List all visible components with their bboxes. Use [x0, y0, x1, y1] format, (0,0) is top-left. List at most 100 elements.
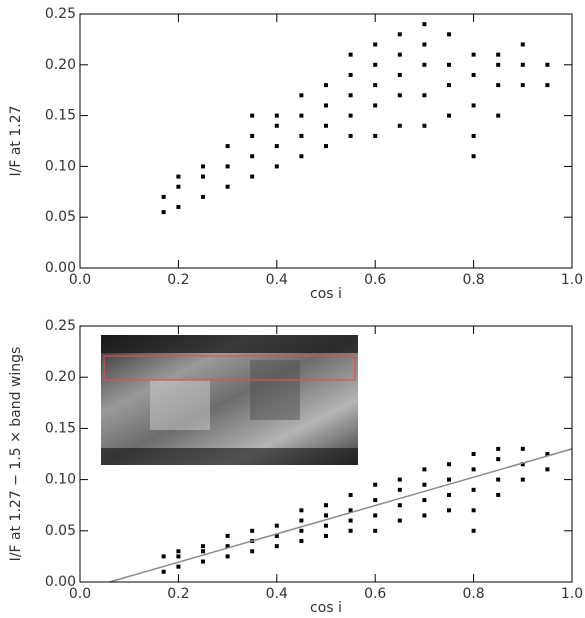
point	[176, 549, 180, 553]
x-tick-label: 0.8	[462, 272, 484, 288]
point	[176, 565, 180, 569]
point	[349, 134, 353, 138]
point	[349, 493, 353, 497]
point	[472, 103, 476, 107]
point	[521, 478, 525, 482]
plot-frame	[80, 14, 572, 268]
point	[176, 185, 180, 189]
y-tick-label: 0.00	[45, 260, 76, 276]
point	[349, 53, 353, 57]
point	[472, 154, 476, 158]
x-axis-label: cos i	[310, 600, 342, 616]
point	[398, 503, 402, 507]
point	[250, 154, 254, 158]
point	[447, 63, 451, 67]
point	[496, 478, 500, 482]
point	[422, 124, 426, 128]
point	[250, 114, 254, 118]
point	[422, 22, 426, 26]
point	[472, 488, 476, 492]
point	[299, 114, 303, 118]
point	[299, 134, 303, 138]
point	[201, 164, 205, 168]
point	[398, 93, 402, 97]
point	[496, 83, 500, 87]
point	[521, 83, 525, 87]
point	[398, 124, 402, 128]
point	[545, 83, 549, 87]
point	[162, 554, 166, 558]
fit-line	[110, 449, 572, 582]
point	[398, 53, 402, 57]
point	[496, 114, 500, 118]
point	[176, 554, 180, 558]
point	[472, 467, 476, 471]
figure: 0.00.20.40.60.81.00.000.050.100.150.200.…	[0, 0, 585, 618]
point	[349, 519, 353, 523]
point	[324, 503, 328, 507]
point	[545, 467, 549, 471]
point	[201, 175, 205, 179]
point	[275, 124, 279, 128]
point	[373, 83, 377, 87]
point	[447, 478, 451, 482]
x-tick-label: 1.0	[561, 272, 583, 288]
point	[472, 529, 476, 533]
point	[299, 93, 303, 97]
point	[447, 508, 451, 512]
y-tick-label: 0.10	[45, 158, 76, 174]
point	[162, 210, 166, 214]
point	[349, 529, 353, 533]
point	[472, 508, 476, 512]
point	[422, 498, 426, 502]
point	[162, 195, 166, 199]
point	[201, 544, 205, 548]
point	[521, 447, 525, 451]
inset-map	[101, 335, 358, 465]
point	[373, 63, 377, 67]
point	[398, 32, 402, 36]
point	[349, 93, 353, 97]
point	[545, 63, 549, 67]
point	[201, 549, 205, 553]
point	[201, 195, 205, 199]
point	[275, 114, 279, 118]
point	[299, 529, 303, 533]
point	[373, 498, 377, 502]
point	[324, 513, 328, 517]
point	[496, 447, 500, 451]
point	[422, 93, 426, 97]
y-tick-label: 0.15	[45, 108, 76, 124]
x-tick-label: 0.2	[167, 272, 189, 288]
point	[447, 83, 451, 87]
point	[447, 493, 451, 497]
point	[250, 549, 254, 553]
point	[373, 513, 377, 517]
point	[299, 539, 303, 543]
point	[521, 42, 525, 46]
point	[496, 53, 500, 57]
point	[226, 534, 230, 538]
point	[373, 103, 377, 107]
y-tick-label: 0.00	[45, 574, 76, 590]
point	[373, 134, 377, 138]
point	[422, 467, 426, 471]
point	[226, 554, 230, 558]
point	[398, 478, 402, 482]
point	[275, 164, 279, 168]
y-tick-label: 0.05	[45, 523, 76, 539]
point	[250, 134, 254, 138]
x-tick-label: 0.6	[364, 272, 386, 288]
point	[299, 154, 303, 158]
point	[250, 529, 254, 533]
point	[496, 493, 500, 497]
point	[472, 134, 476, 138]
point	[422, 42, 426, 46]
point	[226, 185, 230, 189]
y-tick-label: 0.25	[45, 6, 76, 22]
point	[496, 457, 500, 461]
point	[496, 63, 500, 67]
y-tick-label: 0.15	[45, 420, 76, 436]
x-tick-label: 0.4	[266, 272, 288, 288]
point	[472, 452, 476, 456]
